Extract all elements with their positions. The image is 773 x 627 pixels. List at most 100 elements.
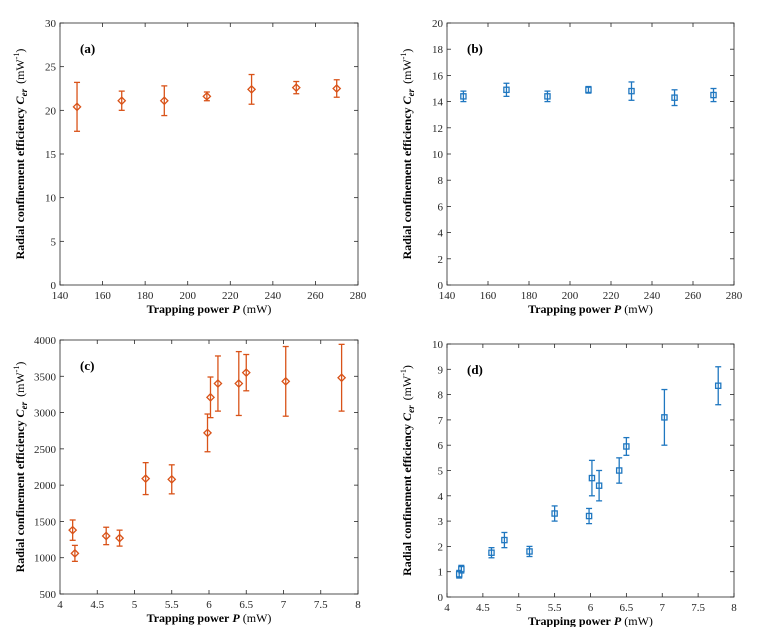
data-point bbox=[588, 459, 596, 497]
y-tick-label: 12 bbox=[432, 123, 443, 135]
y-axis-label-unit-close: ) bbox=[400, 365, 414, 369]
square-marker bbox=[588, 474, 596, 482]
x-tick-label: 280 bbox=[726, 290, 743, 302]
y-axis-label-unit: (mW bbox=[400, 375, 414, 400]
data-point bbox=[503, 82, 510, 98]
x-axis-label: Trapping power P (mW) bbox=[147, 302, 272, 316]
y-axis-label-sub: er bbox=[19, 88, 29, 96]
x-tick-label: 7 bbox=[281, 599, 287, 611]
x-tick-label: 200 bbox=[179, 290, 196, 302]
data-point bbox=[501, 531, 508, 549]
y-axis-label-unit-exp: -1 bbox=[399, 369, 408, 376]
diamond-marker bbox=[202, 428, 213, 438]
x-tick-label: 6 bbox=[206, 599, 212, 611]
x-tick-label: 6.5 bbox=[620, 602, 634, 614]
data-point bbox=[101, 526, 111, 546]
data-point bbox=[710, 87, 717, 103]
square-marker bbox=[628, 87, 635, 95]
square-marker bbox=[551, 510, 558, 517]
data-point bbox=[291, 80, 301, 95]
axes-box-d bbox=[446, 343, 735, 598]
y-axis-label-text: Radial confinement efficiency bbox=[13, 420, 27, 572]
y-tick-label: 1000 bbox=[34, 553, 57, 565]
x-tick-label: 5 bbox=[132, 599, 138, 611]
data-point bbox=[68, 519, 78, 541]
y-axis-label-var: C bbox=[400, 412, 414, 421]
x-tick-label: 8 bbox=[731, 602, 737, 614]
axes-box-b bbox=[446, 22, 735, 286]
data-point bbox=[585, 85, 592, 94]
y-axis-label-sub: er bbox=[406, 405, 416, 413]
diamond-marker bbox=[115, 533, 125, 543]
x-tick-label: 4 bbox=[444, 602, 450, 614]
data-point bbox=[332, 79, 342, 98]
y-axis-label-unit: (mW bbox=[13, 372, 27, 397]
square-marker bbox=[710, 91, 717, 99]
square-marker bbox=[623, 443, 630, 450]
y-tick-label: 4000 bbox=[34, 335, 57, 347]
panel-label: (a) bbox=[80, 41, 95, 56]
panel-b: 140 160 180 200 220 240 260 280 0 2 4 6 8 10 12 14 16 18 2… bbox=[399, 18, 743, 316]
y-tick-label: 20 bbox=[45, 105, 57, 117]
y-tick-label: 3000 bbox=[34, 408, 57, 420]
y-tick-label: 1500 bbox=[34, 516, 57, 528]
x-tick-label: 240 bbox=[265, 290, 282, 302]
y-tick-label: 4 bbox=[438, 228, 444, 240]
panel-label: (c) bbox=[80, 358, 94, 373]
y-tick-label: 6 bbox=[438, 201, 444, 213]
x-axis-label-var: P bbox=[232, 611, 240, 625]
data-point bbox=[202, 91, 212, 102]
y-axis-label: Radial confinement efficiency Cer (mW-1) bbox=[12, 49, 29, 260]
diamond-marker bbox=[332, 83, 342, 94]
diamond-marker bbox=[234, 379, 244, 389]
data-point bbox=[159, 85, 169, 117]
diamond-marker bbox=[291, 83, 301, 93]
diamond-marker bbox=[205, 392, 216, 402]
data-point bbox=[167, 464, 177, 495]
x-tick-label: 140 bbox=[52, 290, 69, 302]
data-point bbox=[628, 81, 635, 101]
y-axis-label-unit: (mW bbox=[400, 59, 414, 84]
diamond-marker bbox=[337, 373, 347, 383]
y-axis-label: Radial confinement efficiency Cer (mW-1) bbox=[399, 49, 416, 260]
y-tick-label: 2000 bbox=[34, 480, 57, 492]
y-tick-label: 10 bbox=[432, 149, 444, 161]
y-tick-label: 10 bbox=[432, 339, 444, 351]
x-tick-label: 180 bbox=[521, 290, 538, 302]
y-tick-label: 9 bbox=[438, 364, 444, 376]
y-tick-label: 6 bbox=[438, 440, 444, 452]
y-axis-label-unit-close: ) bbox=[400, 49, 414, 53]
y-tick-label: 25 bbox=[45, 62, 57, 74]
square-marker bbox=[595, 482, 603, 489]
x-axis-label-text: Trapping power bbox=[528, 302, 611, 316]
data-point bbox=[202, 413, 213, 453]
x-axis-label-unit: (mW) bbox=[624, 302, 653, 316]
x-axis-label: Trapping power P (mW) bbox=[147, 611, 272, 625]
y-tick-label: 2 bbox=[438, 541, 444, 553]
x-tick-label: 280 bbox=[350, 290, 367, 302]
data-point bbox=[526, 545, 533, 558]
panel-label: (b) bbox=[467, 41, 483, 56]
x-axis-label-unit: (mW) bbox=[624, 614, 653, 627]
y-tick-label: 2500 bbox=[34, 444, 57, 456]
y-axis-label-var: C bbox=[13, 408, 27, 417]
x-axis-label: Trapping power P (mW) bbox=[528, 614, 653, 627]
x-axis-label-var: P bbox=[232, 302, 240, 316]
data-point bbox=[241, 353, 251, 392]
x-tick-label: 160 bbox=[480, 290, 497, 302]
x-tick-label: 220 bbox=[222, 290, 239, 302]
x-axis-label-unit: (mW) bbox=[243, 302, 272, 316]
x-axis-label-text: Trapping power bbox=[147, 302, 230, 316]
panel-c: 4 4.5 5 5.5 6 6.5 7 7.5 8 500 1000 1500 2000 2500 3000… bbox=[12, 335, 361, 625]
x-tick-label: 5.5 bbox=[165, 599, 179, 611]
data-point bbox=[671, 89, 678, 107]
y-tick-label: 2 bbox=[438, 254, 444, 266]
y-tick-label: 20 bbox=[432, 18, 444, 30]
data-point bbox=[595, 469, 603, 502]
data-point bbox=[585, 507, 593, 525]
diamond-marker bbox=[141, 474, 151, 484]
diamond-marker bbox=[241, 368, 251, 378]
square-marker bbox=[585, 86, 592, 94]
square-marker bbox=[488, 549, 495, 556]
y-tick-label: 7 bbox=[438, 415, 444, 427]
